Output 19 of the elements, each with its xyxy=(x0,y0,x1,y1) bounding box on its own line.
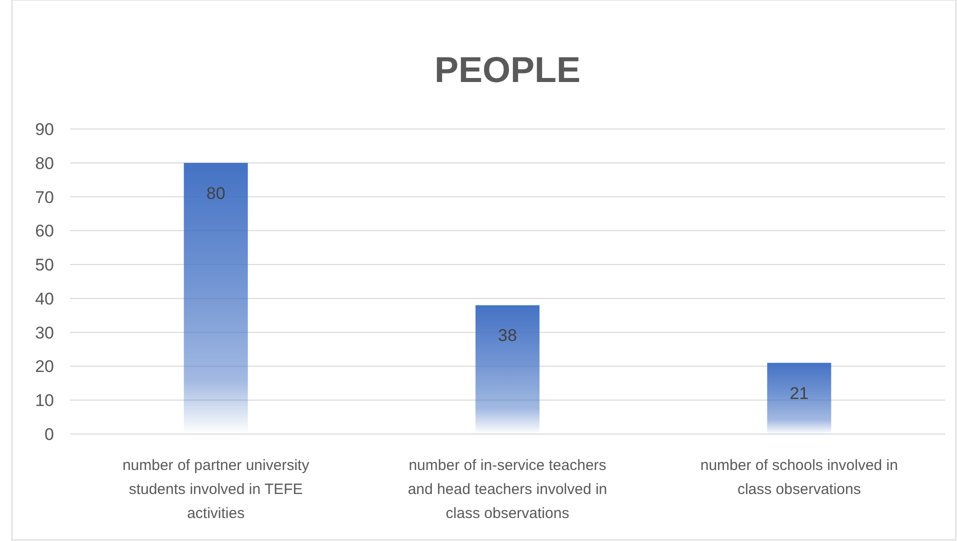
x-tick-label: number of partner university students involved in TEFE activities xyxy=(122,457,310,522)
y-tick-label: 50 xyxy=(35,256,54,275)
bar xyxy=(476,305,540,434)
y-tick-label: 0 xyxy=(44,425,54,444)
data-label: 21 xyxy=(790,384,809,403)
y-tick-label: 20 xyxy=(35,357,54,376)
y-tick-label: 40 xyxy=(35,289,54,308)
x-tick-label: number of schools involved in class observations xyxy=(700,457,898,498)
y-tick-label: 60 xyxy=(35,222,54,241)
y-tick-label: 30 xyxy=(35,323,54,342)
y-tick-label: 80 xyxy=(35,154,54,173)
data-label: 38 xyxy=(498,326,517,346)
bar xyxy=(767,362,832,434)
x-tick-label: number of in-service teachers and head teachers involved in class observations xyxy=(408,457,608,522)
chart-title: PEOPLE xyxy=(434,49,581,90)
y-tick-label: 70 xyxy=(35,188,54,207)
y-tick-label: 90 xyxy=(35,120,54,139)
y-tick-label: 10 xyxy=(35,391,54,410)
data-label: 80 xyxy=(206,184,226,203)
